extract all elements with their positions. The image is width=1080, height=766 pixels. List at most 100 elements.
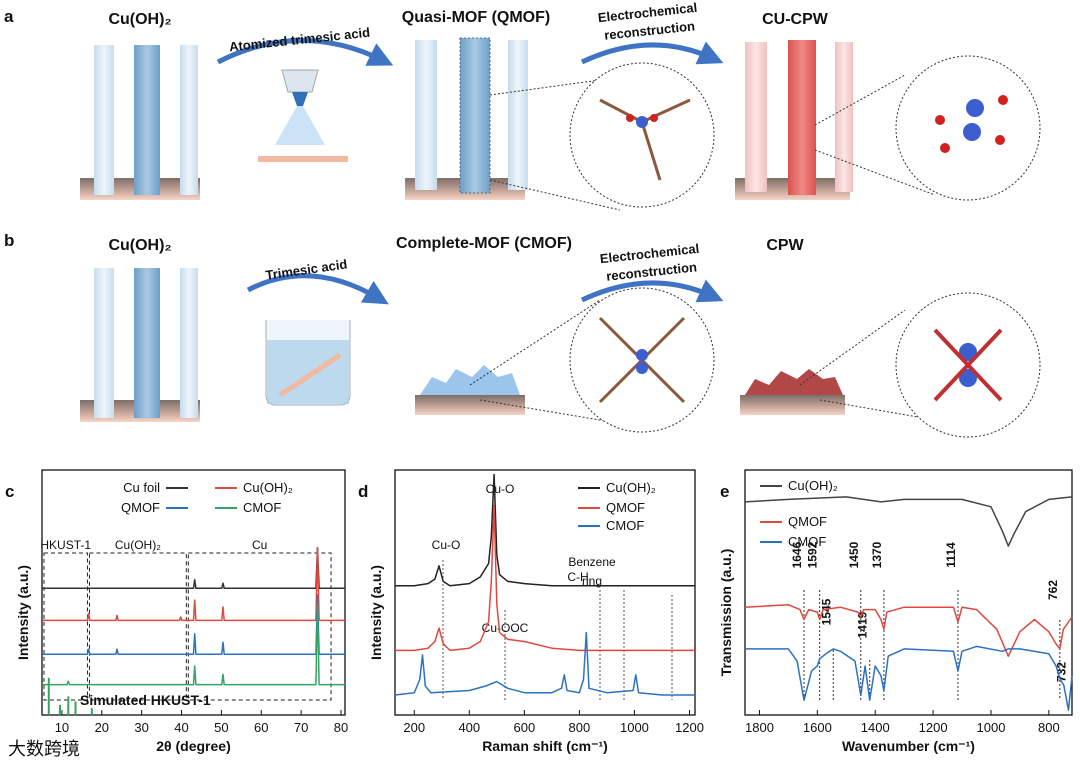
region-box xyxy=(88,552,187,701)
x-axis-title: Raman shift (cm⁻¹) xyxy=(482,738,608,754)
pillars xyxy=(80,268,200,422)
x-tick-label: 1000 xyxy=(977,720,1006,735)
x-tick-label: 40 xyxy=(174,720,188,735)
plot-frame xyxy=(394,469,696,716)
x-tick-label: 1600 xyxy=(803,720,832,735)
zoom-circle xyxy=(814,55,1041,201)
zoom-circle xyxy=(799,292,1041,438)
annotation: ring xyxy=(582,574,602,588)
stage-title: Cu(OH)₂ xyxy=(108,237,171,254)
x-tick-label: 10 xyxy=(55,720,69,735)
plot-frame xyxy=(744,469,1073,716)
legend-label: Cu(OH)₂ xyxy=(788,478,838,493)
panel-label: c xyxy=(5,482,14,501)
panel-label: d xyxy=(358,482,368,501)
region-label: Cu(OH)₂ xyxy=(115,538,161,552)
x-tick-label: 400 xyxy=(458,720,480,735)
legend-label: Cu(OH)₂ xyxy=(243,480,293,495)
peak-label: 1114 xyxy=(944,542,958,568)
crystals xyxy=(740,369,845,415)
stage-title: CU-CPW xyxy=(762,11,829,28)
chart: c 10 20 30 40 50 60 70 80 2θ (degree) Intensity (a… xyxy=(5,469,348,754)
x-tick-label: 80 xyxy=(334,720,348,735)
peak-label: 1419 xyxy=(856,611,870,638)
x-tick-label: 50 xyxy=(214,720,228,735)
series-line xyxy=(744,604,1073,657)
annotation: Cu-OOC xyxy=(482,621,529,635)
pillars xyxy=(405,37,528,200)
peak-label: 732 xyxy=(1055,662,1069,682)
series-line xyxy=(395,473,695,587)
arrow xyxy=(246,273,389,305)
arrow xyxy=(216,38,394,66)
x-tick-label: 60 xyxy=(254,720,268,735)
series-label: Simulated HKUST-1 xyxy=(80,692,211,708)
panel-b: b Cu(OH)₂ Trimesic acid Complete-MOF (CM… xyxy=(4,231,1041,438)
annotation: Benzene xyxy=(568,555,616,569)
region-box xyxy=(43,552,88,701)
x-tick-label: 800 xyxy=(569,720,591,735)
annotation: Cu-O xyxy=(432,538,461,552)
chart: d 200 400 600 800 1000 1200 Raman shift (cm⁻¹) I… xyxy=(358,469,704,754)
panel-label: b xyxy=(4,231,14,250)
x-tick-label: 20 xyxy=(95,720,109,735)
stage-title: Cu(OH)₂ xyxy=(108,11,171,28)
series-line xyxy=(744,496,1073,547)
peak-label: 1450 xyxy=(847,541,861,568)
x-tick-label: 1000 xyxy=(620,720,649,735)
x-tick-label: 70 xyxy=(294,720,308,735)
peak-label: 762 xyxy=(1046,580,1060,600)
series-line xyxy=(42,602,345,686)
region-label: Cu xyxy=(252,538,267,552)
zoom-circle xyxy=(469,287,715,433)
x-tick-label: 200 xyxy=(403,720,425,735)
y-axis-title: Transmission (a.u.) xyxy=(718,549,734,677)
charts: c 10 20 30 40 50 60 70 80 2θ (degree) Intensity (a… xyxy=(5,469,1073,754)
x-tick-label: 600 xyxy=(514,720,536,735)
x-tick-label: 30 xyxy=(134,720,148,735)
series-line xyxy=(394,631,695,696)
x-tick-label: 1200 xyxy=(675,720,704,735)
x-tick-label: 800 xyxy=(1038,720,1060,735)
annotation: Cu-O xyxy=(486,482,515,496)
x-tick-label: 1400 xyxy=(861,720,890,735)
panel-label: a xyxy=(4,7,14,26)
pillars xyxy=(80,45,200,200)
sprayer xyxy=(258,69,348,162)
x-axis-title: Wavenumber (cm⁻¹) xyxy=(842,738,975,754)
annotation: C-H xyxy=(567,570,588,584)
crystals xyxy=(415,365,525,415)
region-box xyxy=(187,552,332,701)
panel-a: a Cu(OH)₂ Atomized trimesic acid Quasi-M… xyxy=(4,0,1041,211)
peak-label: 1592 xyxy=(806,541,820,568)
beaker xyxy=(265,320,351,406)
peak-label: 1545 xyxy=(819,598,833,625)
arrow xyxy=(580,279,724,303)
stage-title: Complete-MOF (CMOF) xyxy=(396,235,572,252)
peak-label: 1370 xyxy=(870,541,884,568)
legend-label: QMOF xyxy=(606,500,645,515)
chart: e 1800 1600 1400 1200 1000 800 Wavenumber (cm⁻¹… xyxy=(718,469,1073,754)
legend-label: QMOF xyxy=(788,514,827,529)
legend-label: CMOF xyxy=(606,518,644,533)
legend-label: QMOF xyxy=(121,500,160,515)
peak-label: 1646 xyxy=(790,541,804,568)
pillars xyxy=(735,40,853,200)
legend-label: Cu(OH)₂ xyxy=(606,480,656,495)
y-axis-title: Intensity (a.u.) xyxy=(15,565,31,660)
stage-title: Quasi-MOF (QMOF) xyxy=(402,9,550,26)
panel-label: e xyxy=(720,482,729,501)
legend-label: CMOF xyxy=(243,500,281,515)
arrow xyxy=(580,41,724,65)
x-axis-title: 2θ (degree) xyxy=(156,738,230,754)
plot-frame xyxy=(41,469,346,716)
watermark: 大数跨境 xyxy=(8,739,80,759)
legend-label: CMOF xyxy=(788,534,826,549)
legend-label: Cu foil xyxy=(123,480,160,495)
y-axis-title: Intensity (a.u.) xyxy=(368,565,384,660)
stage-title: CPW xyxy=(766,237,804,254)
x-tick-label: 1800 xyxy=(745,720,774,735)
series-line xyxy=(395,504,695,652)
x-tick-label: 1200 xyxy=(919,720,948,735)
